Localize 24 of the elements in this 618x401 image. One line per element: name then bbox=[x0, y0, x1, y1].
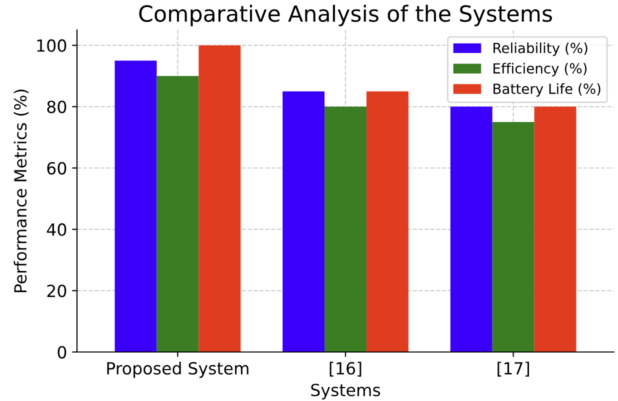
bar bbox=[534, 106, 576, 352]
chart-title: Comparative Analysis of the Systems bbox=[139, 4, 552, 26]
bar bbox=[450, 106, 492, 352]
legend-label: Battery Life (%) bbox=[494, 83, 600, 97]
x-axis-title: Systems bbox=[311, 384, 380, 400]
x-tick-label: Proposed System bbox=[107, 362, 248, 378]
bar bbox=[324, 106, 366, 352]
x-tick-label: [17] bbox=[498, 362, 529, 377]
y-tick-label: 40 bbox=[46, 223, 66, 236]
bar bbox=[114, 60, 157, 352]
y-tick-label: 60 bbox=[47, 162, 66, 175]
y-tick-label: 20 bbox=[47, 284, 66, 298]
legend-label: Efficiency (%) bbox=[494, 62, 587, 76]
bar bbox=[492, 122, 534, 352]
y-tick-label: 100 bbox=[37, 39, 66, 52]
x-tick-label: [16] bbox=[330, 362, 362, 377]
bar bbox=[156, 76, 199, 352]
y-axis-title: Performance Metrics (%) bbox=[14, 90, 29, 292]
bar bbox=[366, 91, 408, 352]
bar bbox=[282, 91, 325, 352]
bar bbox=[198, 45, 241, 352]
y-tick-label: 0 bbox=[58, 346, 66, 359]
legend-label: Reliability (%) bbox=[494, 42, 588, 56]
y-tick-label: 80 bbox=[47, 100, 66, 114]
